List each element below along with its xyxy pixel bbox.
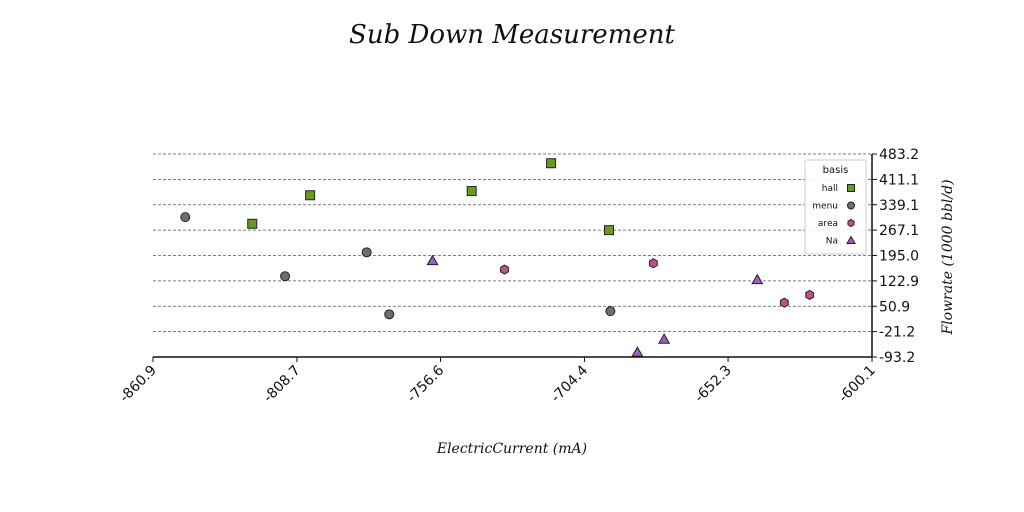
data-point-hall [247,218,258,229]
data-point-hall [305,190,316,201]
data-point-area [648,258,658,269]
x-axis-label: ElectricCurrent (mA) [436,441,587,457]
data-point-na [631,346,644,357]
x-tick-label: -704.4 [548,362,591,405]
data-point-menu [280,271,291,282]
data-point-menu [361,247,372,258]
chart-title: Sub Down Measurement [349,20,675,50]
x-tick-label: -860.9 [117,363,160,406]
x-tick-label: -808.7 [261,363,304,406]
legend-label: menu [812,202,838,212]
data-point-hall [546,158,557,169]
x-tick-label: -600.1 [836,363,879,406]
x-tick-label: -652.3 [692,363,735,406]
axes: -93.2 -21.2 50.9 122.9 195.0 267.1 339.1 411.1 4… [117,147,919,406]
gridlines [153,153,872,333]
data-point-area [805,289,815,301]
y-tick-label: 411.1 [879,172,919,188]
legend: basis hall menu area Na [804,159,867,255]
y-axis-label: Flowrate (1000 bbl/d) [940,179,956,335]
y-tick-label: 267.1 [879,223,919,239]
y-tick-label: -93.2 [879,350,915,366]
y-tick-label: 50.9 [879,299,910,315]
legend-title: basis [823,165,849,176]
legend-label: Na [826,237,838,247]
y-tick-label: 195.0 [879,249,919,265]
data-point-na [751,273,764,285]
data-point-hall [603,225,614,236]
data-point-na [426,254,439,266]
legend-label: area [818,219,838,229]
data-point-na [658,333,671,344]
data-point-menu [605,306,616,317]
data-point-hall [466,186,477,197]
y-tick-label: 339.1 [879,198,919,214]
y-tick-label: 483.2 [879,147,919,163]
legend-label: hall [822,184,838,194]
legend-marker-menu [847,201,855,210]
data-point-menu [180,212,191,223]
legend-marker-na [846,235,856,245]
legend-marker-hall [847,184,855,192]
data-point-menu [384,309,395,320]
y-tick-label: 122.9 [879,274,919,290]
x-tick-label: -756.6 [404,362,447,405]
data-point-area [779,297,789,308]
data-point-area [500,264,509,275]
y-tick-label: -21.2 [879,325,915,341]
data-points [180,158,815,357]
legend-marker-area [847,218,855,228]
legend-box [804,159,867,255]
